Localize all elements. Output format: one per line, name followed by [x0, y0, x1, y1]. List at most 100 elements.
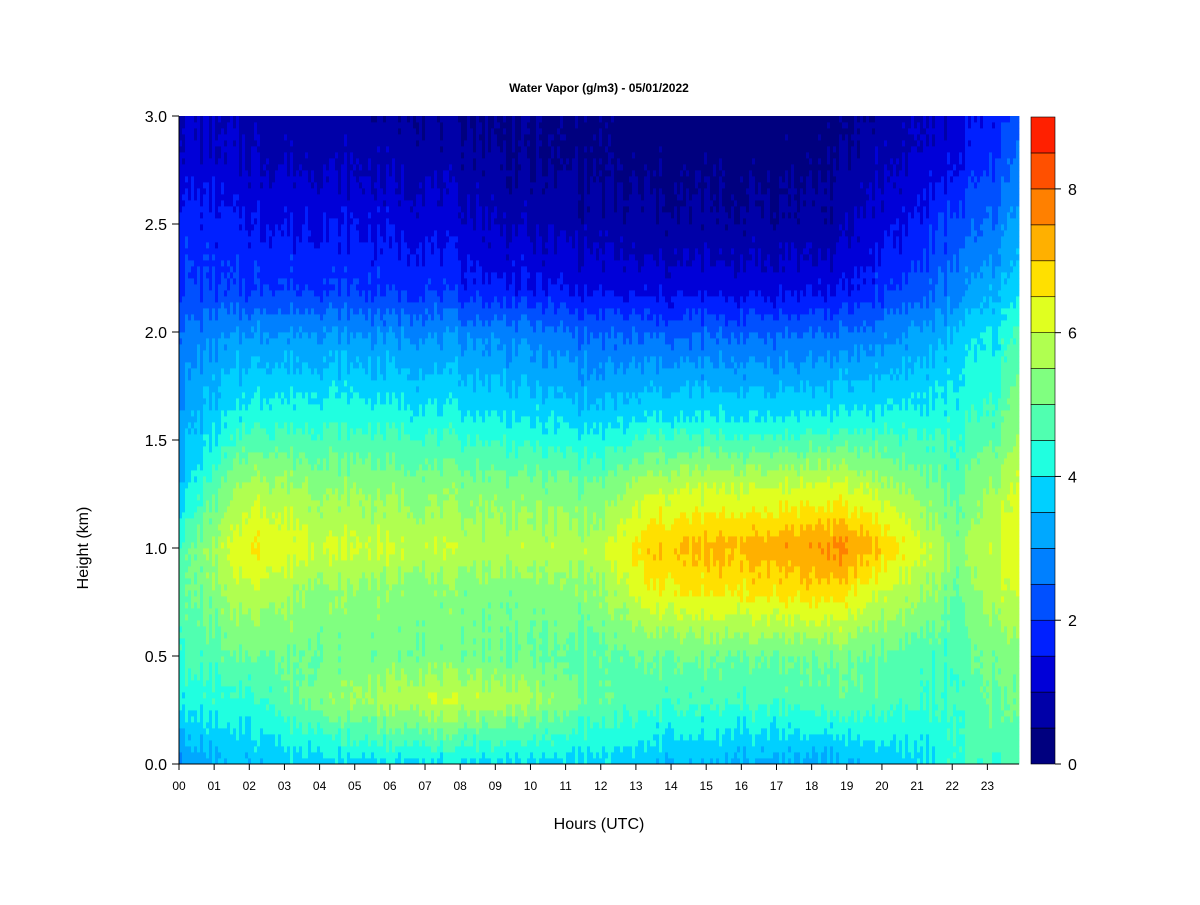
heatmap-cell [290, 164, 293, 170]
heatmap-cell [182, 704, 185, 710]
heatmap-cell [221, 266, 224, 272]
heatmap-cell [293, 134, 296, 140]
heatmap-cell [188, 434, 191, 440]
heatmap-cell [257, 680, 260, 686]
heatmap-cell [215, 404, 218, 410]
heatmap-cell [263, 386, 266, 392]
heatmap-cell [296, 758, 299, 764]
heatmap-cell [308, 116, 311, 122]
heatmap-cell [302, 140, 305, 146]
heatmap-cell [242, 620, 245, 626]
heatmap-cell [257, 674, 260, 680]
heatmap-cell [260, 506, 263, 512]
heatmap-cell [251, 332, 254, 338]
heatmap-cell [197, 566, 200, 572]
heatmap-cell [248, 260, 251, 266]
heatmap-cell [278, 254, 281, 260]
heatmap-cell [260, 212, 263, 218]
heatmap-cell [311, 182, 314, 188]
heatmap-cell [197, 356, 200, 362]
heatmap-cell [233, 524, 236, 530]
heatmap-cell [308, 506, 311, 512]
heatmap-cell [302, 638, 305, 644]
heatmap-cell [296, 146, 299, 152]
heatmap-cell [194, 296, 197, 302]
heatmap-cell [197, 404, 200, 410]
heatmap-cell [254, 536, 257, 542]
heatmap-cell [269, 410, 272, 416]
heatmap-cell [182, 572, 185, 578]
heatmap-cell [221, 224, 224, 230]
heatmap-cell [227, 752, 230, 758]
heatmap-cell [212, 752, 215, 758]
heatmap-cell [254, 164, 257, 170]
heatmap-cell [290, 686, 293, 692]
heatmap-cell [242, 398, 245, 404]
heatmap-cell [188, 626, 191, 632]
heatmap-cell [215, 686, 218, 692]
heatmap-cell [206, 482, 209, 488]
heatmap-cell [266, 470, 269, 476]
heatmap-cell [212, 620, 215, 626]
heatmap-cell [260, 146, 263, 152]
heatmap-cell [182, 236, 185, 242]
heatmap-cell [197, 632, 200, 638]
heatmap-cell [200, 194, 203, 200]
heatmap-cell [188, 206, 191, 212]
heatmap-cell [284, 338, 287, 344]
heatmap-cell [191, 758, 194, 764]
heatmap-cell [308, 524, 311, 530]
heatmap-cell [197, 710, 200, 716]
heatmap-cell [251, 614, 254, 620]
heatmap-cell [257, 152, 260, 158]
heatmap-cell [248, 548, 251, 554]
heatmap-cell [242, 482, 245, 488]
heatmap-cell [242, 734, 245, 740]
heatmap-cell [302, 614, 305, 620]
heatmap-cell [248, 290, 251, 296]
heatmap-cell [275, 278, 278, 284]
heatmap-cell [212, 266, 215, 272]
heatmap-cell [269, 128, 272, 134]
heatmap-cell [308, 176, 311, 182]
heatmap-cell [296, 182, 299, 188]
heatmap-cell [230, 326, 233, 332]
heatmap-cell [290, 740, 293, 746]
heatmap-cell [305, 578, 308, 584]
heatmap-cell [269, 332, 272, 338]
heatmap-cell [230, 164, 233, 170]
heatmap-cell [299, 434, 302, 440]
heatmap-cell [230, 182, 233, 188]
heatmap-cell [311, 350, 314, 356]
heatmap-cell [290, 680, 293, 686]
heatmap-cell [182, 614, 185, 620]
heatmap-cell [218, 740, 221, 746]
heatmap-cell [209, 686, 212, 692]
heatmap-cell [188, 200, 191, 206]
heatmap-cell [266, 242, 269, 248]
heatmap-cell [263, 194, 266, 200]
heatmap-cell [305, 584, 308, 590]
heatmap-cell [287, 626, 290, 632]
heatmap-cell [296, 482, 299, 488]
heatmap-cell [179, 260, 182, 266]
heatmap-cell [185, 260, 188, 266]
heatmap-cell [248, 206, 251, 212]
heatmap-cell [194, 332, 197, 338]
heatmap-cell [257, 416, 260, 422]
heatmap-cell [296, 128, 299, 134]
heatmap-cell [287, 698, 290, 704]
heatmap-cell [236, 458, 239, 464]
heatmap-cell [305, 290, 308, 296]
heatmap-cell [269, 290, 272, 296]
heatmap-cell [179, 230, 182, 236]
heatmap-cell [314, 260, 317, 266]
heatmap-cell [236, 254, 239, 260]
heatmap-cell [221, 638, 224, 644]
heatmap-cell [287, 518, 290, 524]
heatmap-cell [218, 746, 221, 752]
heatmap-cell [245, 320, 248, 326]
heatmap-cell [188, 668, 191, 674]
heatmap-cell [314, 728, 317, 734]
heatmap-cell [311, 716, 314, 722]
